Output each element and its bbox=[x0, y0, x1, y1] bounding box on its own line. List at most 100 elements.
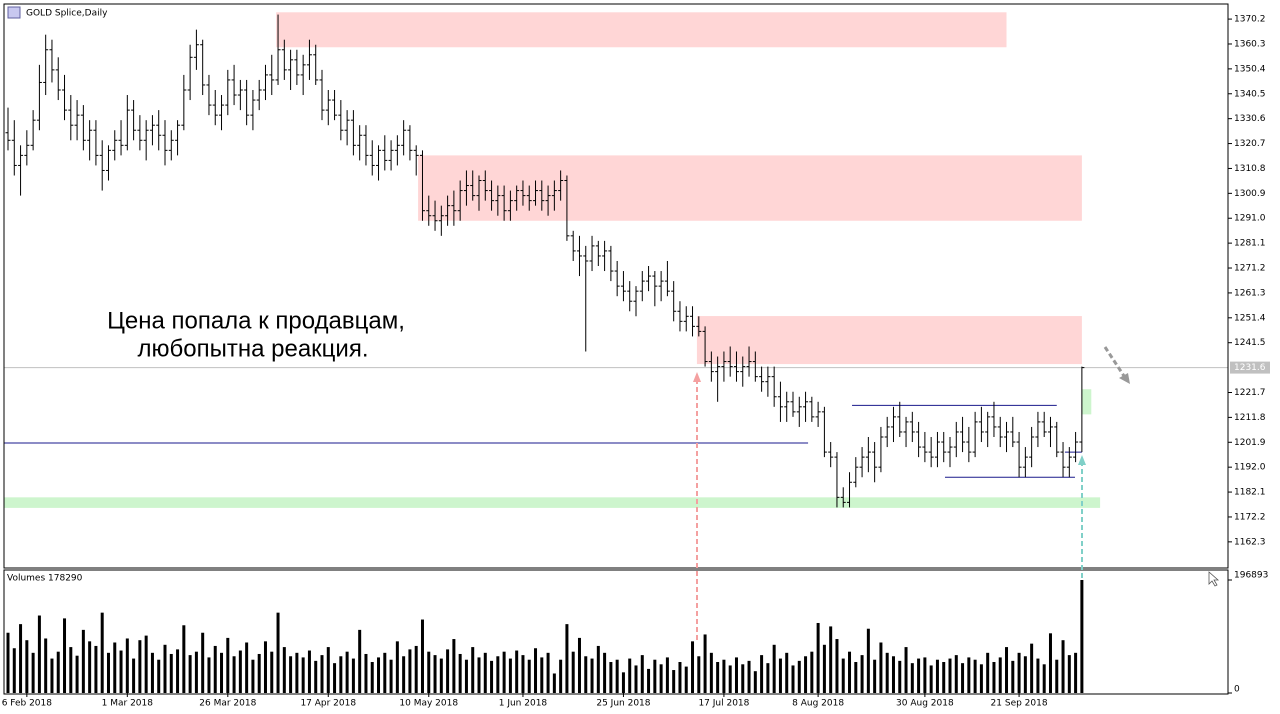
volume-bar bbox=[785, 652, 789, 693]
volume-bar bbox=[226, 637, 230, 693]
volume-bar bbox=[1011, 660, 1015, 693]
volume-bar bbox=[829, 626, 833, 693]
volume-bar bbox=[276, 612, 280, 693]
volume-bar bbox=[546, 652, 550, 693]
volume-bar bbox=[860, 655, 864, 693]
volume-bar bbox=[377, 657, 381, 693]
volume-bar bbox=[854, 662, 858, 693]
volume-bar bbox=[647, 668, 651, 693]
volume-bar bbox=[747, 660, 751, 693]
volume-bar bbox=[998, 657, 1002, 693]
volume-bar bbox=[961, 663, 965, 693]
y-tick-label: 1241.5 bbox=[1234, 338, 1266, 348]
zone bbox=[276, 12, 1007, 48]
volume-bar bbox=[904, 647, 908, 693]
y2-tick-label: 0 bbox=[1234, 685, 1240, 695]
volume-bar bbox=[6, 632, 10, 693]
volume-bar bbox=[628, 658, 632, 693]
volume-bar bbox=[427, 651, 431, 693]
volume-bar bbox=[176, 649, 180, 693]
volume-bar bbox=[477, 657, 481, 693]
volume-bar bbox=[772, 644, 776, 693]
volume-bar bbox=[584, 656, 588, 693]
volume-bar bbox=[1074, 652, 1078, 693]
y-tick-label: 1162.3 bbox=[1234, 537, 1266, 547]
volume-bar bbox=[709, 652, 713, 693]
y-tick-label: 1310.8 bbox=[1234, 164, 1266, 174]
volume-bar bbox=[201, 632, 205, 693]
volume-bar bbox=[69, 647, 73, 693]
volume-bar bbox=[150, 652, 154, 693]
volume-bar bbox=[320, 655, 324, 693]
volume-bar bbox=[389, 659, 393, 693]
cursor bbox=[1208, 571, 1220, 587]
volume-bar bbox=[728, 665, 732, 693]
volume-bar bbox=[929, 665, 933, 693]
volume-bar bbox=[213, 645, 217, 693]
volume-bar bbox=[1017, 652, 1021, 693]
volume-bar bbox=[490, 660, 494, 693]
volume-bar bbox=[816, 622, 820, 693]
volume-bar bbox=[1042, 664, 1046, 693]
volume-bar bbox=[948, 658, 952, 693]
volume-bar bbox=[25, 640, 29, 693]
volume-bar bbox=[672, 670, 676, 693]
volume-bar bbox=[471, 647, 475, 693]
volume-bar bbox=[760, 655, 764, 693]
volume-bar bbox=[848, 651, 852, 693]
y-tick-label: 1350.4 bbox=[1234, 64, 1266, 74]
volume-bar bbox=[370, 662, 374, 693]
volume-bar bbox=[979, 664, 983, 693]
volume-bar bbox=[621, 672, 625, 693]
volume-bar bbox=[559, 659, 563, 693]
volume-bar bbox=[552, 673, 556, 693]
volume-bar bbox=[132, 658, 136, 693]
volume-bar bbox=[339, 656, 343, 693]
volume-bar bbox=[326, 647, 330, 693]
volume-bar bbox=[439, 658, 443, 693]
volume-bar bbox=[408, 649, 412, 693]
volume-bar bbox=[954, 655, 958, 693]
volume-bar bbox=[157, 659, 161, 693]
volume-bar bbox=[194, 651, 198, 693]
arrow-head bbox=[1078, 455, 1086, 465]
volume-bar bbox=[100, 612, 104, 693]
volume-bar bbox=[282, 647, 286, 693]
volume-bar bbox=[119, 650, 123, 693]
volume-bar bbox=[188, 655, 192, 693]
volume-bar bbox=[879, 642, 883, 693]
volume-bar bbox=[634, 665, 638, 693]
y-tick-label: 1360.3 bbox=[1234, 39, 1266, 49]
volume-bar bbox=[766, 663, 770, 693]
x-tick-label: 8 Aug 2018 bbox=[792, 699, 844, 709]
volume-bar bbox=[333, 663, 337, 693]
volume-bar bbox=[458, 653, 462, 693]
volume-bar bbox=[891, 656, 895, 693]
volume-bar bbox=[992, 662, 996, 693]
volume-panel-frame bbox=[3, 569, 1229, 695]
volume-bar bbox=[753, 671, 757, 693]
y-tick-label: 1370.2 bbox=[1234, 15, 1266, 25]
y-tick-label: 1320.7 bbox=[1234, 139, 1266, 149]
volume-bar bbox=[483, 652, 487, 693]
current-price-label: 1231.6 bbox=[1234, 363, 1266, 373]
volume-bar bbox=[659, 664, 663, 693]
volume-bar bbox=[986, 652, 990, 693]
y-tick-label: 1291.0 bbox=[1234, 214, 1266, 224]
volume-bar bbox=[1048, 633, 1052, 693]
y-tick-label: 1182.1 bbox=[1234, 488, 1266, 498]
volume-bar bbox=[596, 645, 600, 693]
arrow-line bbox=[1103, 346, 1126, 377]
volume-bar bbox=[502, 651, 506, 693]
x-tick-label: 21 Sep 2018 bbox=[991, 699, 1048, 709]
volume-bar bbox=[263, 641, 267, 693]
volume-bar bbox=[678, 662, 682, 693]
volume-bar bbox=[351, 658, 355, 693]
current-price-box bbox=[1230, 361, 1270, 374]
volume-bar bbox=[245, 642, 249, 693]
volume-bar bbox=[12, 648, 16, 693]
volume-bar bbox=[521, 655, 525, 693]
volume-bar bbox=[873, 659, 877, 693]
volume-bar bbox=[289, 656, 293, 693]
x-tick-label: 10 May 2018 bbox=[399, 699, 458, 709]
